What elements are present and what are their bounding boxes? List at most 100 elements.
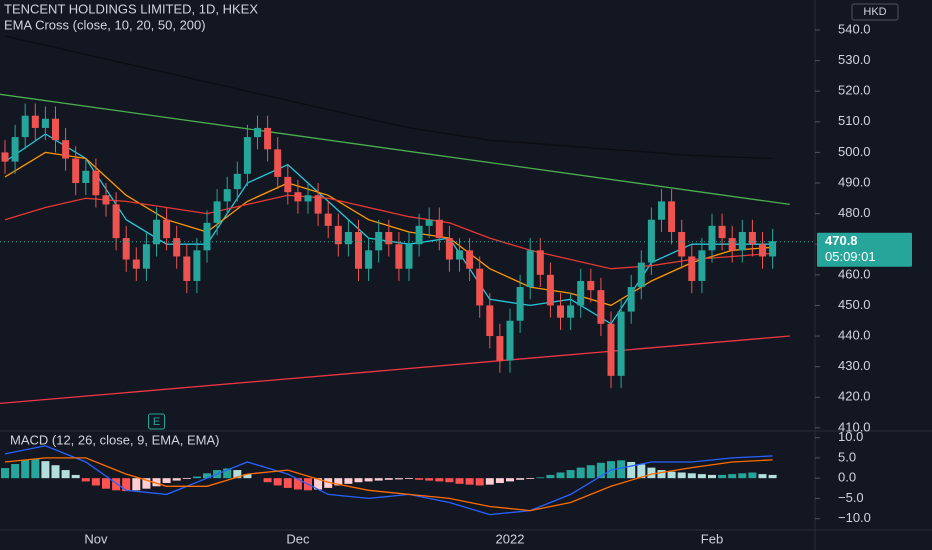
macd-title: MACD (12, 26, close, 9, EMA, EMA) (10, 432, 220, 447)
histogram-bar (364, 478, 373, 482)
candle-body (183, 256, 191, 281)
histogram-bar (203, 473, 211, 479)
histogram-bar (405, 478, 413, 479)
candle-body (718, 225, 726, 239)
candle-body (445, 238, 453, 260)
histogram-bar (182, 478, 191, 479)
candle-body (456, 250, 463, 260)
histogram-bar (738, 473, 747, 479)
candle-body (668, 201, 676, 232)
candle-body (536, 250, 544, 275)
candle-body (213, 201, 221, 223)
histogram-bar (102, 478, 110, 489)
candle-body (526, 250, 534, 288)
candle-body (385, 231, 393, 245)
y-tick-label: 450.0 (838, 297, 871, 312)
histogram-bar (576, 467, 585, 479)
histogram-bar (334, 478, 343, 486)
x-tick-label: 2022 (496, 531, 525, 546)
candle-body (617, 311, 625, 376)
y-tick-label: 540.0 (838, 21, 871, 36)
histogram-bar (354, 478, 363, 483)
candle-body (516, 287, 524, 321)
candle-body (82, 170, 90, 184)
y-tick-label: 10.0 (838, 429, 863, 444)
candle-body (153, 219, 160, 245)
y-tick-label: 430.0 (838, 358, 871, 373)
chart-title: TENCENT HOLDINGS LIMITED, 1D, HKEX (4, 1, 258, 16)
candle-body (264, 127, 272, 150)
y-tick-label: 410.0 (838, 419, 871, 434)
histogram-bar (758, 474, 767, 479)
histogram-bar (455, 478, 464, 484)
candle-body (132, 259, 140, 269)
candle-body (647, 219, 655, 263)
histogram-bar (172, 478, 181, 481)
candle-body (506, 320, 514, 361)
x-tick-label: Nov (84, 531, 108, 546)
histogram-bar (314, 478, 323, 490)
candle-body (72, 158, 80, 184)
earnings-icon (148, 413, 165, 430)
candle-body (11, 137, 19, 162)
histogram-bar (162, 478, 171, 484)
histogram-bar (415, 478, 424, 480)
candle-body (486, 305, 494, 337)
histogram-bar (374, 478, 383, 481)
candle-body (334, 225, 342, 245)
histogram-bar (283, 478, 292, 488)
histogram-bar (495, 478, 504, 484)
candle-body (577, 280, 585, 306)
histogram-bar (506, 478, 514, 482)
candle-body (678, 231, 686, 257)
candle-body (112, 204, 120, 239)
candle-body (759, 244, 766, 257)
histogram-bar (384, 478, 393, 480)
y-tick-label: 490.0 (838, 174, 871, 189)
line (4, 35, 773, 160)
histogram-bar (273, 478, 282, 486)
candle-body (41, 118, 49, 128)
candle-body (284, 176, 292, 193)
candle-body (1, 152, 9, 162)
candle-body (688, 256, 696, 281)
histogram-bar (718, 474, 727, 479)
countdown: 05:09:01 (825, 249, 876, 264)
candle-body (607, 323, 615, 376)
last-price-box (817, 232, 912, 267)
candle-body (21, 115, 29, 138)
histogram-bar (81, 478, 90, 482)
line (0, 93, 790, 206)
y-tick-label: 440.0 (838, 327, 871, 342)
histogram-bar (566, 470, 575, 479)
histogram-bar (536, 477, 545, 479)
histogram-bar (11, 463, 20, 479)
histogram-bar (677, 472, 686, 479)
candle-body (193, 250, 201, 281)
candle-body (698, 250, 706, 281)
histogram-bar (667, 471, 676, 479)
histogram-bar (243, 474, 252, 479)
candle-body (92, 170, 100, 196)
histogram-bar (596, 462, 605, 479)
histogram-bar (41, 461, 50, 479)
histogram-bar (344, 478, 353, 484)
candle-body (567, 305, 575, 318)
histogram-bar (586, 465, 595, 479)
histogram-bar (293, 478, 302, 490)
histogram-bar (51, 465, 60, 479)
candle-body (324, 213, 332, 226)
histogram-bar (617, 460, 626, 479)
histogram-bar (263, 478, 272, 483)
histogram-bar (485, 478, 494, 485)
histogram-bar (1, 468, 9, 479)
candle-body (294, 192, 302, 202)
y-tick-label: 420.0 (838, 389, 871, 404)
candle-body (314, 195, 322, 214)
histogram-bar (112, 478, 121, 491)
histogram-bar (152, 478, 161, 487)
histogram-bar (657, 470, 666, 479)
currency-box[interactable] (851, 3, 899, 21)
histogram-bar (526, 478, 535, 479)
